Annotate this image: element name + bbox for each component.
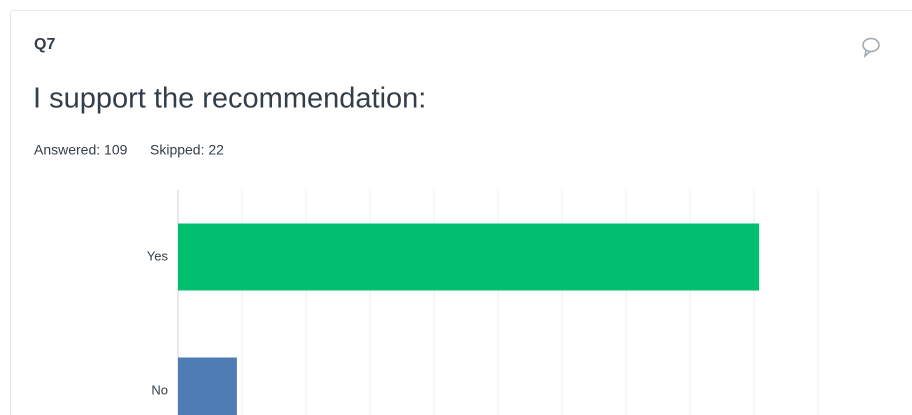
question-number: Q7 — [34, 36, 55, 53]
bar — [178, 357, 237, 415]
question-title: I support the recommendation: — [33, 83, 426, 115]
bar — [178, 223, 760, 291]
answered-count: Answered: 109 — [34, 142, 128, 158]
card-border — [10, 10, 912, 415]
category-label: Yes — [147, 248, 169, 263]
comment-icon[interactable] — [862, 37, 880, 58]
category-label: No — [151, 382, 168, 397]
skipped-count: Skipped: 22 — [150, 142, 224, 158]
